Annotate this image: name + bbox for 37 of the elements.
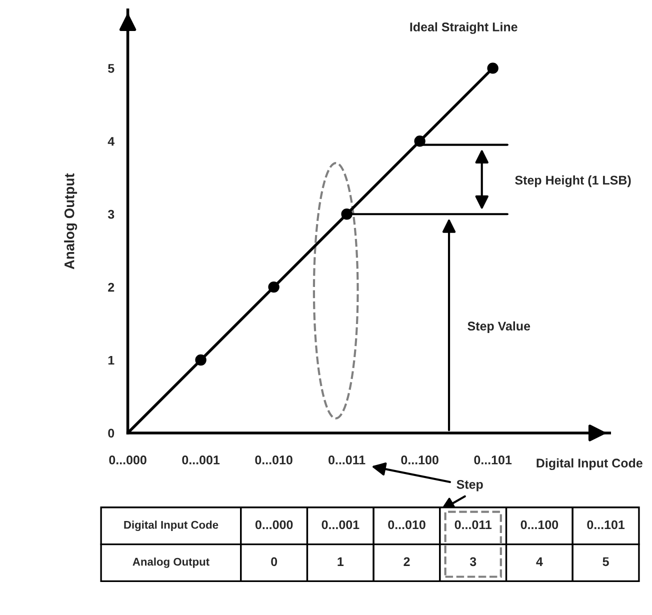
y-tick-label: 4	[108, 137, 115, 146]
data-label: 5	[602, 557, 609, 566]
x-tick-label: 0...101	[474, 456, 512, 464]
category-label: 0...011	[454, 520, 492, 530]
y-axis-title: Analog Output	[64, 173, 78, 270]
point	[487, 62, 498, 74]
data-label: 4	[536, 557, 543, 566]
category-label: 0...010	[388, 520, 426, 530]
x-tick-label: 0...001	[182, 456, 220, 464]
point	[414, 136, 426, 147]
data-label: 0	[271, 557, 278, 566]
data-label: 3	[470, 557, 476, 566]
x-axis-title: Digital Input Code	[536, 458, 642, 470]
data-label: 1	[338, 557, 344, 566]
category-label: 0...001	[322, 520, 360, 530]
x-tick-label: 0...011	[328, 456, 366, 464]
y-tick-label: 1	[108, 356, 114, 365]
data-label: 2	[404, 557, 410, 566]
y-tick-label: 5	[108, 64, 114, 73]
annotation: Step Value	[468, 321, 530, 334]
text: Analog Output	[132, 558, 210, 568]
text: Step	[456, 480, 483, 492]
category-label: 0...101	[587, 520, 625, 530]
point	[195, 354, 206, 366]
text: Digital Input Code	[124, 520, 218, 532]
point	[268, 281, 280, 293]
category-label: 0...100	[520, 520, 558, 530]
x-tick-label: 0...010	[255, 456, 292, 464]
category-label: 0...000	[255, 520, 293, 530]
x-tick-label: 0...000	[109, 456, 146, 464]
x-tick-label: 0...100	[401, 456, 438, 464]
y-tick-label: 3	[108, 210, 114, 219]
y-tick-label: 2	[108, 282, 114, 292]
point	[341, 208, 352, 220]
y-tick-label: 0	[108, 428, 114, 438]
annotation: Ideal Straight Line	[410, 22, 518, 34]
annotation: Step Height (1 LSB)	[515, 175, 631, 188]
